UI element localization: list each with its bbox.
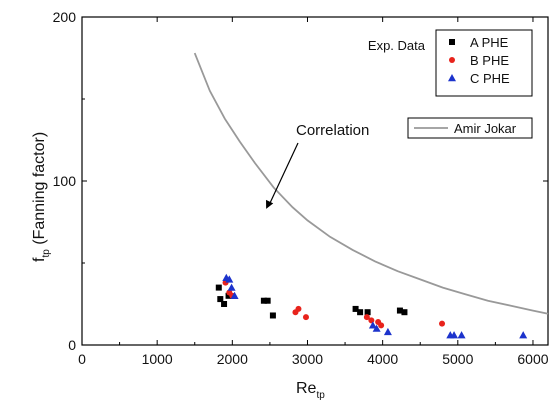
point-a-phe <box>217 296 224 303</box>
point-a-phe <box>215 284 222 291</box>
point-c-phe <box>519 331 528 339</box>
axis-ticks: 0 1000 2000 3000 4000 5000 6000 0 100 200 <box>53 9 549 367</box>
y-axis-title-sub: tp <box>41 249 52 258</box>
point-a-phe <box>352 305 359 312</box>
annotation: Correlation <box>266 122 369 209</box>
point-c-phe <box>457 331 466 339</box>
point-a-phe <box>260 297 267 304</box>
point-b-phe <box>363 314 370 321</box>
legend-marker-a-phe <box>449 39 455 45</box>
point-a-phe <box>396 307 403 314</box>
point-b-phe <box>378 322 385 329</box>
correlation-legend-label: Amir Jokar <box>454 121 517 136</box>
annotation-arrow-shaft <box>268 142 299 206</box>
y-tick-label: 100 <box>53 173 77 189</box>
x-axis-title: Retp <box>296 380 325 401</box>
legend-label-b-phe: B PHE <box>470 53 509 68</box>
correlation-annotation: Correlation <box>296 122 369 139</box>
correlation-layer <box>193 52 549 315</box>
x-tick-label: 3000 <box>292 351 323 367</box>
x-axis-title-main: Re <box>296 380 317 397</box>
point-b-phe <box>302 314 309 321</box>
data-points <box>215 273 528 339</box>
point-c-phe <box>230 291 239 299</box>
point-b-phe <box>295 305 302 312</box>
y-tick-label: 0 <box>68 337 76 353</box>
point-c-phe <box>372 324 381 332</box>
x-tick-label: 2000 <box>217 351 248 367</box>
point-c-phe <box>450 331 459 339</box>
point-a-phe <box>221 301 228 307</box>
y-axis-title-main: f <box>31 257 48 262</box>
correlation-curve <box>193 52 549 315</box>
point-a-phe <box>264 297 271 304</box>
y-axis-title: ftp (Fanning factor) <box>31 132 52 262</box>
point-a-phe <box>357 309 364 316</box>
legend: Exp. Data A PHE B PHE C PHE <box>368 29 533 97</box>
y-axis-title-suffix: (Fanning factor) <box>31 132 48 249</box>
x-tick-label: 4000 <box>367 351 398 367</box>
annotation-arrow-head <box>266 199 274 209</box>
point-a-phe <box>364 309 371 316</box>
point-a-phe <box>269 312 276 319</box>
x-tick-label: 6000 <box>517 351 548 367</box>
correlation-legend-box <box>407 117 533 139</box>
x-axis-title-sub: tp <box>316 390 325 401</box>
point-c-phe <box>225 275 234 283</box>
correlation-legend: Amir Jokar <box>407 117 533 139</box>
legend-marker-c-phe <box>448 74 456 82</box>
x-tick-label: 1000 <box>142 351 173 367</box>
legend-title: Exp. Data <box>368 38 426 53</box>
point-a-phe <box>225 292 232 299</box>
legend-label-a-phe: A PHE <box>470 35 509 50</box>
legend-marker-b-phe <box>449 57 455 63</box>
x-tick-label: 5000 <box>442 351 473 367</box>
axis-titles: Retp ftp (Fanning factor) <box>31 132 325 401</box>
point-c-phe <box>368 321 377 329</box>
point-c-phe <box>227 283 236 291</box>
point-a-phe <box>401 309 408 316</box>
y-tick-label: 200 <box>53 9 77 25</box>
point-b-phe <box>439 320 446 327</box>
legend-label-c-phe: C PHE <box>470 71 510 86</box>
point-c-phe <box>383 327 392 336</box>
x-tick-label: 0 <box>78 351 86 367</box>
